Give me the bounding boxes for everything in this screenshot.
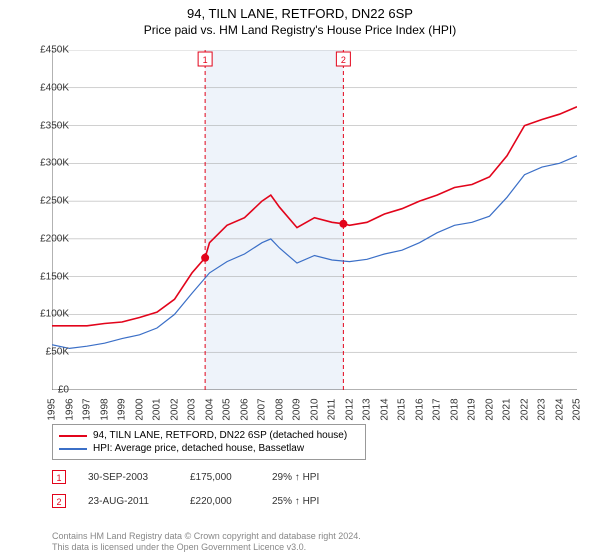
attribution: Contains HM Land Registry data © Crown c…	[52, 531, 361, 554]
legend-row: 94, TILN LANE, RETFORD, DN22 6SP (detach…	[59, 429, 359, 442]
chart-container: 94, TILN LANE, RETFORD, DN22 6SP Price p…	[0, 0, 600, 560]
y-tick-label: £350K	[9, 120, 69, 131]
x-tick-label: 2004	[204, 396, 215, 424]
x-tick-label: 2015	[397, 396, 408, 424]
x-tick-label: 2002	[169, 396, 180, 424]
x-tick-label: 2016	[414, 396, 425, 424]
svg-text:1: 1	[203, 55, 208, 65]
y-tick-label: £0	[9, 385, 69, 396]
x-tick-label: 2024	[554, 396, 565, 424]
sale-row: 1 30-SEP-2003 £175,000 29% ↑ HPI	[52, 470, 319, 484]
x-tick-label: 2020	[484, 396, 495, 424]
x-tick-label: 2023	[537, 396, 548, 424]
x-tick-label: 2012	[344, 396, 355, 424]
y-tick-label: £150K	[9, 271, 69, 282]
x-tick-label: 2025	[572, 396, 583, 424]
x-tick-label: 2006	[239, 396, 250, 424]
y-tick-label: £400K	[9, 82, 69, 93]
x-tick-label: 2019	[467, 396, 478, 424]
sale-price: £220,000	[190, 496, 250, 507]
x-tick-label: 2007	[257, 396, 268, 424]
chart-svg: 12	[52, 50, 577, 390]
y-tick-label: £450K	[9, 45, 69, 56]
sale-row: 2 23-AUG-2011 £220,000 25% ↑ HPI	[52, 494, 319, 508]
chart-title: 94, TILN LANE, RETFORD, DN22 6SP	[0, 0, 600, 21]
x-tick-label: 1996	[64, 396, 75, 424]
x-tick-label: 2017	[432, 396, 443, 424]
x-tick-label: 2000	[134, 396, 145, 424]
x-tick-label: 2010	[309, 396, 320, 424]
chart-plot-area: 12	[52, 50, 577, 390]
legend-swatch	[59, 448, 87, 450]
sale-delta: 29% ↑ HPI	[272, 472, 319, 483]
y-tick-label: £100K	[9, 309, 69, 320]
chart-subtitle: Price paid vs. HM Land Registry's House …	[0, 21, 600, 37]
attribution-line: This data is licensed under the Open Gov…	[52, 542, 361, 554]
x-tick-label: 2011	[327, 396, 338, 424]
x-tick-label: 2014	[379, 396, 390, 424]
legend-label: HPI: Average price, detached house, Bass…	[93, 443, 304, 454]
sale-delta: 25% ↑ HPI	[272, 496, 319, 507]
sale-marker-badge: 1	[52, 470, 66, 484]
x-tick-label: 2008	[274, 396, 285, 424]
x-tick-label: 2003	[187, 396, 198, 424]
x-tick-label: 2009	[292, 396, 303, 424]
y-tick-label: £300K	[9, 158, 69, 169]
svg-text:2: 2	[341, 55, 346, 65]
y-tick-label: £50K	[9, 347, 69, 358]
sale-date: 30-SEP-2003	[88, 472, 168, 483]
attribution-line: Contains HM Land Registry data © Crown c…	[52, 531, 361, 543]
x-tick-label: 2013	[362, 396, 373, 424]
x-tick-label: 1995	[47, 396, 58, 424]
x-tick-label: 2018	[449, 396, 460, 424]
x-tick-label: 1999	[117, 396, 128, 424]
legend-label: 94, TILN LANE, RETFORD, DN22 6SP (detach…	[93, 430, 347, 441]
x-tick-label: 2021	[502, 396, 513, 424]
legend-row: HPI: Average price, detached house, Bass…	[59, 442, 359, 455]
y-tick-label: £200K	[9, 233, 69, 244]
sale-date: 23-AUG-2011	[88, 496, 168, 507]
x-tick-label: 1997	[82, 396, 93, 424]
legend: 94, TILN LANE, RETFORD, DN22 6SP (detach…	[52, 424, 366, 460]
x-tick-label: 2005	[222, 396, 233, 424]
y-tick-label: £250K	[9, 196, 69, 207]
sale-marker-badge: 2	[52, 494, 66, 508]
x-tick-label: 1998	[99, 396, 110, 424]
x-tick-label: 2001	[152, 396, 163, 424]
x-tick-label: 2022	[519, 396, 530, 424]
sale-price: £175,000	[190, 472, 250, 483]
legend-swatch	[59, 435, 87, 437]
